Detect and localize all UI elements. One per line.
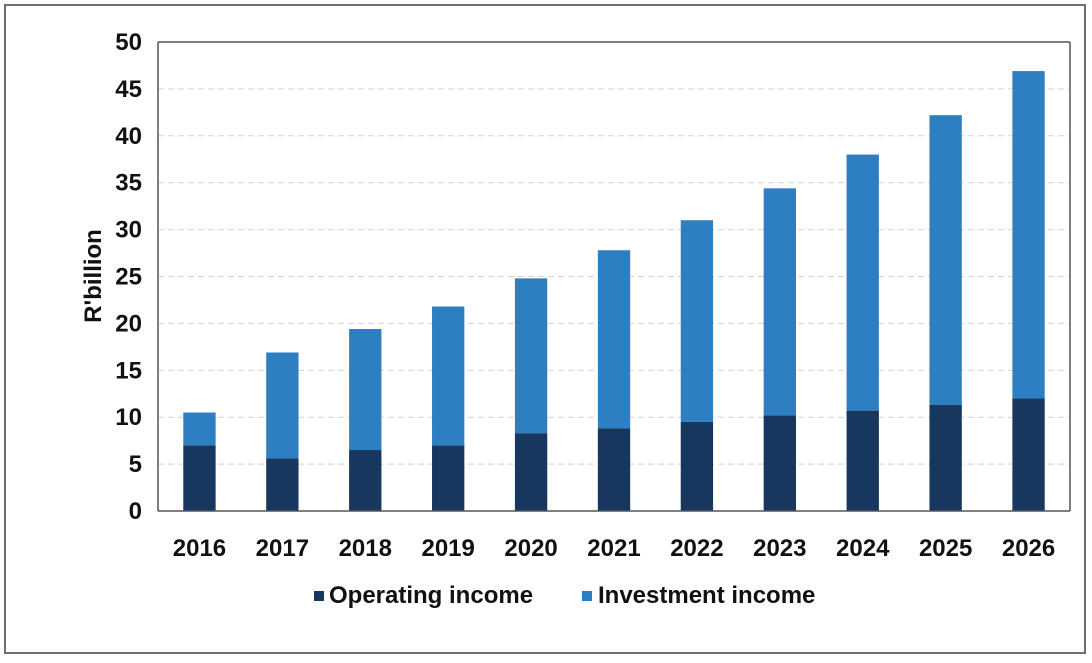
legend-swatch — [582, 591, 592, 601]
x-tick-label: 2019 — [421, 535, 474, 562]
bar-operating-income — [1012, 398, 1045, 511]
bar-operating-income — [597, 428, 631, 511]
y-tick-label: 15 — [115, 357, 142, 384]
legend-swatch — [314, 591, 324, 601]
bar-operating-income — [349, 450, 382, 511]
y-tick-label: 50 — [115, 29, 142, 56]
bar-investment-income — [597, 250, 631, 429]
bar-investment-income — [183, 412, 216, 446]
x-tick-label: 2022 — [670, 535, 723, 562]
bar-operating-income — [846, 410, 879, 511]
chart-frame: 0 5 10 15 20 25 30 35 40 45 50 2016 2017 2018 2019 202… — [4, 4, 1086, 654]
y-axis-label: R'billion — [80, 229, 107, 323]
x-tick-label: 2026 — [1002, 535, 1055, 562]
y-tick-label: 35 — [115, 170, 142, 197]
bars — [183, 71, 1045, 511]
bar-investment-income — [514, 278, 548, 434]
bar-operating-income — [266, 458, 299, 511]
bar-investment-income — [1012, 71, 1045, 399]
legend-label: Investment income — [598, 582, 815, 609]
bar-investment-income — [846, 154, 879, 411]
y-tick-label: 45 — [115, 76, 142, 103]
bar-investment-income — [432, 306, 465, 446]
y-tick-label: 20 — [115, 310, 142, 337]
x-tick-label: 2018 — [339, 535, 392, 562]
x-tick-label: 2020 — [504, 535, 557, 562]
legend: Operating income Investment income — [314, 582, 815, 609]
y-tick-label: 40 — [115, 123, 142, 150]
bar-investment-income — [929, 115, 962, 406]
y-tick-label: 30 — [115, 217, 142, 244]
bar-investment-income — [680, 220, 714, 422]
y-tick-label: 25 — [115, 264, 142, 291]
x-tick-label: 2025 — [919, 535, 972, 562]
x-tick-label: 2021 — [587, 535, 640, 562]
bar-investment-income — [349, 329, 382, 451]
legend-label: Operating income — [329, 582, 533, 609]
x-tick-label: 2023 — [753, 535, 806, 562]
bar-investment-income — [763, 188, 796, 416]
bar-operating-income — [514, 433, 548, 511]
y-tick-label: 0 — [129, 498, 142, 525]
bar-operating-income — [680, 421, 714, 511]
x-tick-label: 2024 — [836, 535, 890, 562]
bar-operating-income — [432, 445, 465, 511]
bar-investment-income — [266, 352, 299, 459]
y-tick-labels: 0 5 10 15 20 25 30 35 40 45 50 — [115, 29, 142, 525]
bar-operating-income — [929, 405, 962, 511]
x-tick-label: 2016 — [173, 535, 226, 562]
x-tick-labels: 2016 2017 2018 2019 2020 2021 2022 2023 2024 2025… — [173, 535, 1055, 562]
x-tick-label: 2017 — [256, 535, 309, 562]
y-tick-label: 5 — [129, 451, 142, 478]
y-tick-label: 10 — [115, 404, 142, 431]
bar-operating-income — [183, 445, 216, 511]
bar-operating-income — [763, 415, 796, 511]
